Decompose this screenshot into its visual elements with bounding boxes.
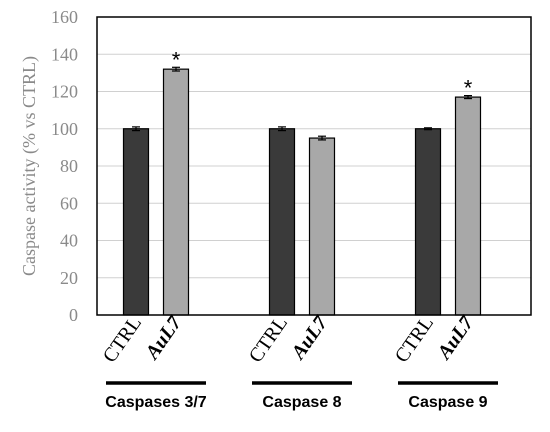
bar bbox=[414, 128, 442, 316]
bar bbox=[162, 68, 190, 316]
y-tick-label: 120 bbox=[51, 82, 78, 102]
bar bbox=[308, 137, 336, 316]
bar bbox=[122, 128, 150, 316]
x-tick-label: CTRL bbox=[99, 312, 146, 366]
y-axis-label: Caspase activity (% vs CTRL) bbox=[19, 56, 40, 276]
x-tick-label: AuL7 bbox=[286, 311, 333, 364]
bar bbox=[454, 96, 482, 316]
y-tick-label: 40 bbox=[60, 231, 78, 251]
x-tick-label: CTRL bbox=[391, 312, 438, 366]
y-tick-label: 100 bbox=[51, 119, 78, 139]
y-tick-label: 80 bbox=[60, 156, 78, 176]
bar bbox=[268, 128, 296, 316]
group-labels: Caspases 3/7 Caspase 8 Caspase 9 bbox=[105, 381, 498, 411]
bars: ** bbox=[122, 47, 482, 316]
group-label: Caspases 3/7 bbox=[105, 394, 207, 411]
y-tick-label: 140 bbox=[51, 44, 78, 64]
x-tick-label: AuL7 bbox=[432, 311, 479, 364]
y-tick-label: 60 bbox=[60, 193, 78, 213]
plot-border bbox=[96, 16, 532, 316]
group-label: Caspase 9 bbox=[408, 394, 487, 411]
group-label: Caspase 8 bbox=[262, 394, 341, 411]
x-tick-label: CTRL bbox=[245, 312, 292, 366]
significance-marker: * bbox=[464, 76, 473, 101]
y-tick-label: 0 bbox=[69, 305, 78, 325]
y-tick-label: 20 bbox=[60, 268, 78, 288]
plot-frame bbox=[96, 16, 532, 316]
x-tick-label: AuL7 bbox=[140, 311, 187, 364]
y-tick-label: 160 bbox=[51, 7, 78, 27]
y-tick-labels: 0 20 40 60 80 100 120 140 160 bbox=[51, 7, 78, 325]
significance-marker: * bbox=[172, 47, 181, 72]
